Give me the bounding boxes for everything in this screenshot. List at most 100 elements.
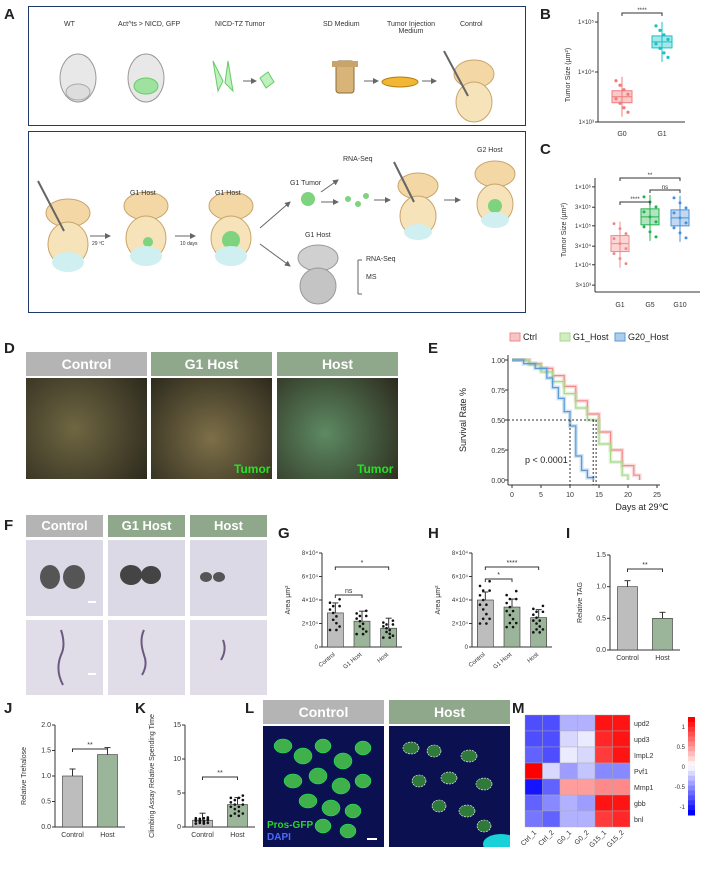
chart-e-ytick-label: 0.00 <box>491 478 505 485</box>
bar-point <box>198 821 202 825</box>
scheme-bottom-box <box>28 131 526 313</box>
chart-c-point <box>654 235 658 239</box>
bar-point <box>385 626 388 630</box>
heatmap-cell <box>577 778 596 796</box>
heatmap-cell <box>594 794 613 812</box>
chart-e-ylabel: Survival Rate % <box>458 388 468 452</box>
wt-head-icon <box>59 53 97 103</box>
bar-sig-bracket <box>334 566 390 570</box>
chart-c-sig-bracket <box>619 177 681 181</box>
chart-e-legend-label: G1_Host <box>573 332 609 342</box>
chart-c-point <box>612 237 616 241</box>
l-host-cells <box>402 741 510 847</box>
bar-point <box>505 609 508 613</box>
bar-ytick-label: 1.0 <box>596 584 606 591</box>
d-header-g1host: G1 Host <box>151 352 272 376</box>
bar-point <box>237 809 241 813</box>
bar-xtick-label: Host <box>655 655 669 662</box>
bar-sig-label: ** <box>642 562 648 569</box>
bar-point <box>535 628 538 631</box>
chart-b-ytick-label: 1×10⁴ <box>578 69 595 76</box>
bar-point <box>388 636 392 639</box>
chart-b-xtick-label: G1 <box>657 131 666 138</box>
chart-g: 0 2×10⁴ 4×10⁴ 6×10⁴ 8×10⁴ Area µm² Control G1 H… <box>285 550 402 671</box>
panel-label-h: H <box>428 525 439 542</box>
bar-point <box>505 625 508 629</box>
bar-point <box>514 597 518 601</box>
chart-e-ytick-label: 0.75 <box>491 388 505 395</box>
bar-ytick-label: 2.0 <box>41 722 51 729</box>
bar-ytick-label: 2×10⁴ <box>452 621 469 628</box>
d-header-control: Control <box>26 352 147 376</box>
chart-e: Ctrl G1_Host G20_Host Survival Rate % 0 5 10… <box>458 332 669 512</box>
bar-point <box>488 617 491 621</box>
chart-b-xtick-label: G0 <box>617 131 626 138</box>
chart-k: 0 5 10 15 Climbing Assay Relative Spending T… <box>149 714 255 839</box>
chart-e-xtick-label: 20 <box>624 492 632 499</box>
chart-c-point <box>618 257 622 261</box>
heatmap-colorbar-step <box>688 751 695 757</box>
label-rnaseq-2: RNA-Seq <box>366 256 396 263</box>
bar-xtick-label: G1 Host <box>343 652 364 671</box>
bar-point <box>202 816 206 820</box>
nicd-head-icon <box>127 53 165 103</box>
bar-ytick-label: 8×10⁴ <box>452 550 469 557</box>
chart-b-ytick-label: 1×10⁵ <box>578 19 595 26</box>
heatmap-cell <box>559 778 578 796</box>
heatmap-colorbar-step <box>688 731 695 738</box>
bar-sig-label: * <box>497 572 500 579</box>
bar-sig-bracket <box>484 566 540 570</box>
bar-point <box>229 805 233 809</box>
chart-c-ytick-label: 1×10⁵ <box>575 223 592 230</box>
chart-c-sig-bracket <box>649 189 681 193</box>
tumor-tissue-icon <box>212 60 275 93</box>
bar-point <box>364 630 368 633</box>
bar-xtick-label: Host <box>100 832 114 839</box>
heatmap-row-label: gbb <box>634 801 646 808</box>
heatmap-cell <box>594 778 613 796</box>
bar-ytick-label: 0.5 <box>596 615 606 622</box>
panel-label-e: E <box>428 340 439 357</box>
bar-sig-label: ** <box>217 770 223 777</box>
panel-label-g: G <box>278 525 290 542</box>
bar-point <box>233 807 237 811</box>
chart-b-point <box>654 24 658 28</box>
bar-point <box>328 608 332 611</box>
heatmap-colorbar-step <box>688 746 695 752</box>
g2-host-fly-icon <box>474 160 516 228</box>
heatmap-col-label: Ctrl_2 <box>538 829 556 847</box>
bar-ylabel: Relative Trehalose <box>21 747 28 805</box>
chart-c-sig-label: ** <box>648 173 653 179</box>
chart-b-point <box>622 88 626 92</box>
chart-e-xtick-label: 25 <box>653 492 661 499</box>
label-control-top: Control <box>460 21 483 28</box>
heatmap-cell <box>542 810 561 828</box>
bar-sig-bracket <box>72 748 108 752</box>
chart-c-point <box>618 242 622 246</box>
bar-xtick-label: Control <box>191 832 214 839</box>
chart-c-point <box>678 201 682 205</box>
heatmap-cell <box>612 778 631 796</box>
d-photo-g1host <box>151 378 272 479</box>
scheme-a-illustration <box>37 50 516 305</box>
l-control-cells <box>273 738 372 839</box>
heatmap-cell <box>524 762 543 780</box>
bar-point <box>481 617 485 621</box>
bar-sig-bracket <box>334 594 363 598</box>
bar-point <box>241 803 245 806</box>
chart-c-ytick-label: 3×10³ <box>575 283 591 289</box>
bar-point <box>538 625 542 628</box>
chart-e-legend: Ctrl G1_Host G20_Host <box>509 332 669 342</box>
heatmap-colorbar-label: 0.5 <box>677 745 686 751</box>
heatmap-cell <box>524 778 543 796</box>
bar-point <box>391 623 395 626</box>
chart-c-xtick-label: G1 <box>615 302 624 309</box>
control-fly-icon <box>443 50 495 123</box>
bar-point <box>485 603 488 606</box>
chart-c-ytick-label: 3×10⁴ <box>575 243 592 250</box>
heatmap-cell <box>594 714 613 732</box>
chart-b-sig-bracket <box>621 12 663 16</box>
bar-ytick-label: 0.0 <box>596 647 606 654</box>
sd-medium-icon <box>332 60 358 94</box>
d-tumor-label-2: Tumor <box>357 462 394 476</box>
